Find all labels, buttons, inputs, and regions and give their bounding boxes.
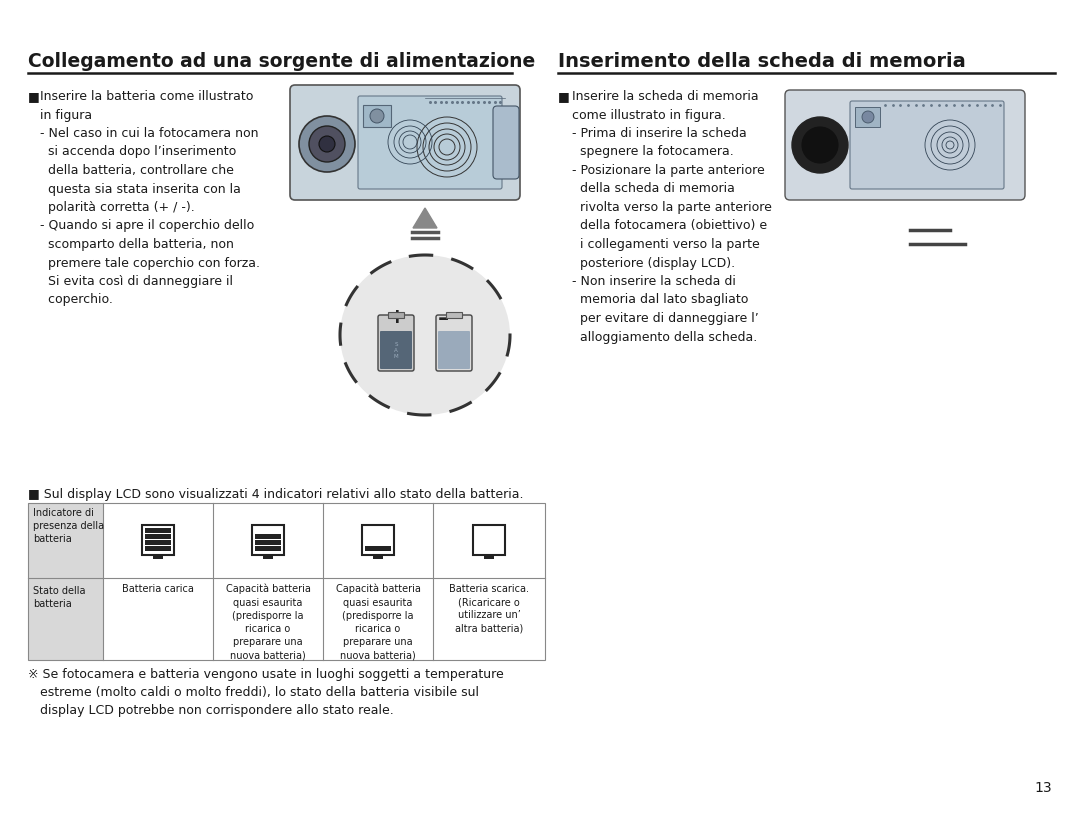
Text: Indicatore di
presenza della
batteria: Indicatore di presenza della batteria bbox=[33, 508, 104, 544]
Text: Batteria carica: Batteria carica bbox=[122, 584, 194, 594]
Text: Stato della
batteria: Stato della batteria bbox=[33, 586, 85, 609]
Text: Capacità batteria
quasi esaurita
(predisporre la
ricarica o
preparare una
nuova : Capacità batteria quasi esaurita (predis… bbox=[226, 584, 310, 660]
Ellipse shape bbox=[340, 255, 510, 415]
Bar bbox=[28, 503, 545, 660]
Bar bbox=[255, 540, 281, 545]
Text: +: + bbox=[388, 307, 406, 327]
Circle shape bbox=[862, 111, 874, 123]
Text: Inserire la batteria come illustrato
in figura
- Nel caso in cui la fotocamera n: Inserire la batteria come illustrato in … bbox=[40, 90, 260, 306]
Circle shape bbox=[309, 126, 345, 162]
Text: Inserimento della scheda di memoria: Inserimento della scheda di memoria bbox=[558, 52, 966, 71]
Bar bbox=[145, 546, 171, 551]
Text: ※ Se fotocamera e batteria vengono usate in luoghi soggetti a temperature
   est: ※ Se fotocamera e batteria vengono usate… bbox=[28, 668, 503, 717]
Circle shape bbox=[299, 116, 355, 172]
Text: Inserire la scheda di memoria
come illustrato in figura.
- Prima di inserire la : Inserire la scheda di memoria come illus… bbox=[572, 90, 772, 343]
Bar bbox=[153, 555, 163, 559]
Text: S
A
M: S A M bbox=[394, 342, 399, 359]
FancyBboxPatch shape bbox=[785, 90, 1025, 200]
FancyBboxPatch shape bbox=[492, 106, 519, 179]
Text: Collegamento ad una sorgente di alimentazione: Collegamento ad una sorgente di alimenta… bbox=[28, 52, 536, 71]
Bar bbox=[855, 107, 880, 127]
Circle shape bbox=[802, 127, 838, 163]
Bar bbox=[363, 105, 391, 127]
Bar bbox=[145, 528, 171, 533]
FancyBboxPatch shape bbox=[357, 96, 502, 189]
Bar bbox=[365, 546, 391, 551]
FancyBboxPatch shape bbox=[380, 331, 411, 369]
Bar bbox=[362, 525, 394, 555]
Text: –: – bbox=[437, 309, 448, 329]
FancyBboxPatch shape bbox=[378, 315, 414, 371]
Text: Capacità batteria
quasi esaurita
(predisporre la
ricarica o
preparare una
nuova : Capacità batteria quasi esaurita (predis… bbox=[336, 584, 420, 660]
Polygon shape bbox=[413, 208, 437, 228]
Bar bbox=[141, 525, 174, 555]
Circle shape bbox=[319, 136, 335, 152]
Bar bbox=[388, 312, 404, 318]
FancyBboxPatch shape bbox=[850, 101, 1004, 189]
FancyBboxPatch shape bbox=[438, 331, 470, 369]
FancyBboxPatch shape bbox=[291, 85, 519, 200]
Bar bbox=[373, 555, 383, 559]
Circle shape bbox=[370, 109, 384, 123]
Text: Batteria scarica.
(Ricaricare o
utilizzare un’
altra batteria): Batteria scarica. (Ricaricare o utilizza… bbox=[449, 584, 529, 633]
Bar bbox=[145, 534, 171, 539]
Bar bbox=[252, 525, 284, 555]
Bar bbox=[473, 525, 505, 555]
Bar bbox=[145, 540, 171, 545]
Bar bbox=[28, 503, 103, 660]
Text: ■: ■ bbox=[558, 90, 570, 103]
Bar bbox=[264, 555, 273, 559]
Bar bbox=[446, 312, 462, 318]
Circle shape bbox=[792, 117, 848, 173]
Bar bbox=[484, 555, 494, 559]
Text: 13: 13 bbox=[1035, 781, 1052, 795]
Bar bbox=[255, 534, 281, 539]
Text: ■: ■ bbox=[28, 90, 40, 103]
Bar bbox=[255, 546, 281, 551]
FancyBboxPatch shape bbox=[436, 315, 472, 371]
Text: ■ Sul display LCD sono visualizzati 4 indicatori relativi allo stato della batte: ■ Sul display LCD sono visualizzati 4 in… bbox=[28, 488, 524, 501]
